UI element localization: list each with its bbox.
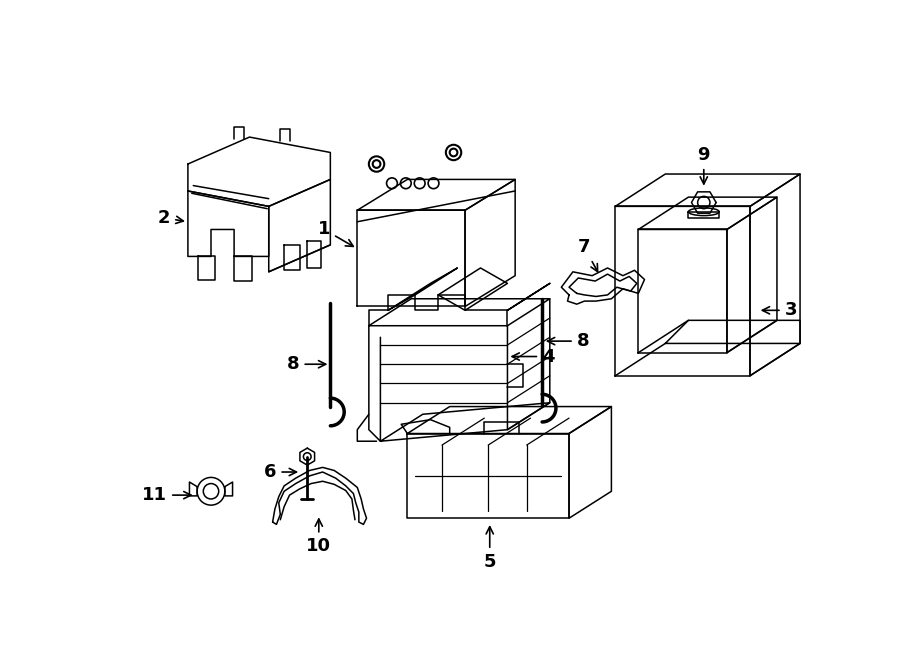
Text: 5: 5 bbox=[483, 527, 496, 571]
Text: 11: 11 bbox=[142, 486, 191, 504]
Text: 4: 4 bbox=[512, 348, 554, 366]
Text: 3: 3 bbox=[762, 301, 797, 319]
Text: 1: 1 bbox=[318, 221, 354, 247]
Text: 6: 6 bbox=[264, 463, 296, 481]
Text: 8: 8 bbox=[547, 332, 590, 350]
Text: 8: 8 bbox=[287, 355, 326, 373]
Text: 9: 9 bbox=[698, 146, 710, 184]
Text: 10: 10 bbox=[306, 519, 331, 555]
Text: 7: 7 bbox=[578, 239, 598, 272]
Text: 2: 2 bbox=[158, 209, 184, 227]
